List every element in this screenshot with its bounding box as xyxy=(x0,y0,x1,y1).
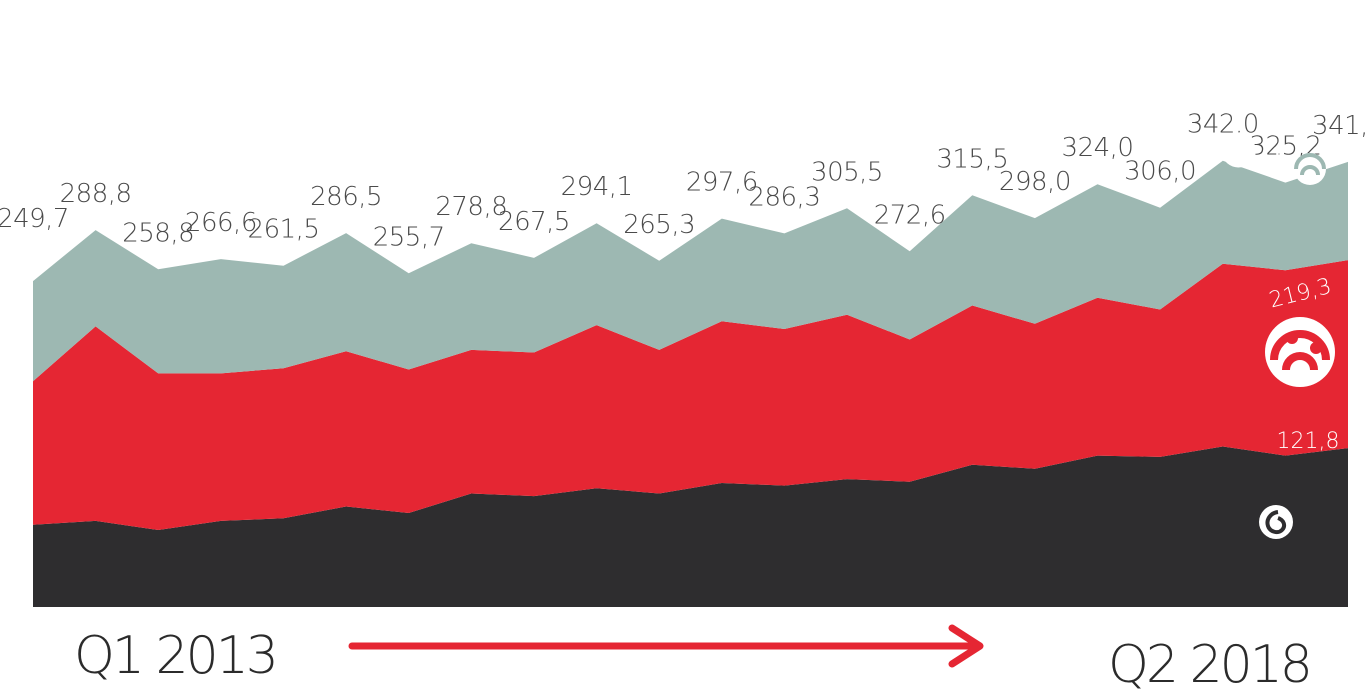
area-series-vodafone-plus-turkcell xyxy=(33,160,1348,382)
total-value-label: 266,6 xyxy=(185,208,257,238)
timeline-arrow xyxy=(348,624,984,668)
total-value-label: 255,7 xyxy=(373,222,445,252)
total-value-label: 267,5 xyxy=(498,207,570,237)
total-value-label: 315,5 xyxy=(936,144,1008,174)
vodafone-logo-icon xyxy=(1259,505,1293,539)
total-value-label: 261,5 xyxy=(248,215,320,245)
area-series-turkcell-logo xyxy=(33,260,1348,530)
end-period-label: Q2 2018 xyxy=(1108,635,1310,692)
total-value-label: 298,0 xyxy=(999,167,1071,197)
area-series-vodafone-logo xyxy=(33,446,1348,607)
total-value-label: 249,7 xyxy=(0,204,69,234)
total-value-label: 305,5 xyxy=(811,157,883,187)
total-value-label: 258,8 xyxy=(122,218,194,248)
total-value-label: 324,0 xyxy=(1062,133,1134,163)
start-period-label: Q1 2013 xyxy=(74,626,276,686)
total-value-label: 306,0 xyxy=(1124,157,1196,187)
total-value-label: 288,8 xyxy=(60,179,132,209)
turkcell-logo-icon xyxy=(1265,317,1335,387)
total-value-label: 341,1 xyxy=(1312,111,1369,141)
area-series-group xyxy=(33,160,1348,607)
svg-text:+: + xyxy=(1269,144,1286,168)
total-value-label: 286,5 xyxy=(310,182,382,212)
total-value-label: 265,3 xyxy=(623,210,695,240)
vodafone-plus-turkcell-icon: + xyxy=(1221,132,1326,185)
total-value-label: 286,3 xyxy=(748,182,820,212)
total-value-label: 294,1 xyxy=(561,172,633,202)
total-value-label: 342,0 xyxy=(1187,110,1259,140)
total-value-label: 297,6 xyxy=(686,168,758,198)
total-value-label: 278,8 xyxy=(435,192,507,222)
total-value-label: 272,6 xyxy=(874,200,946,230)
series-end-label: 121,8 xyxy=(1277,429,1340,454)
